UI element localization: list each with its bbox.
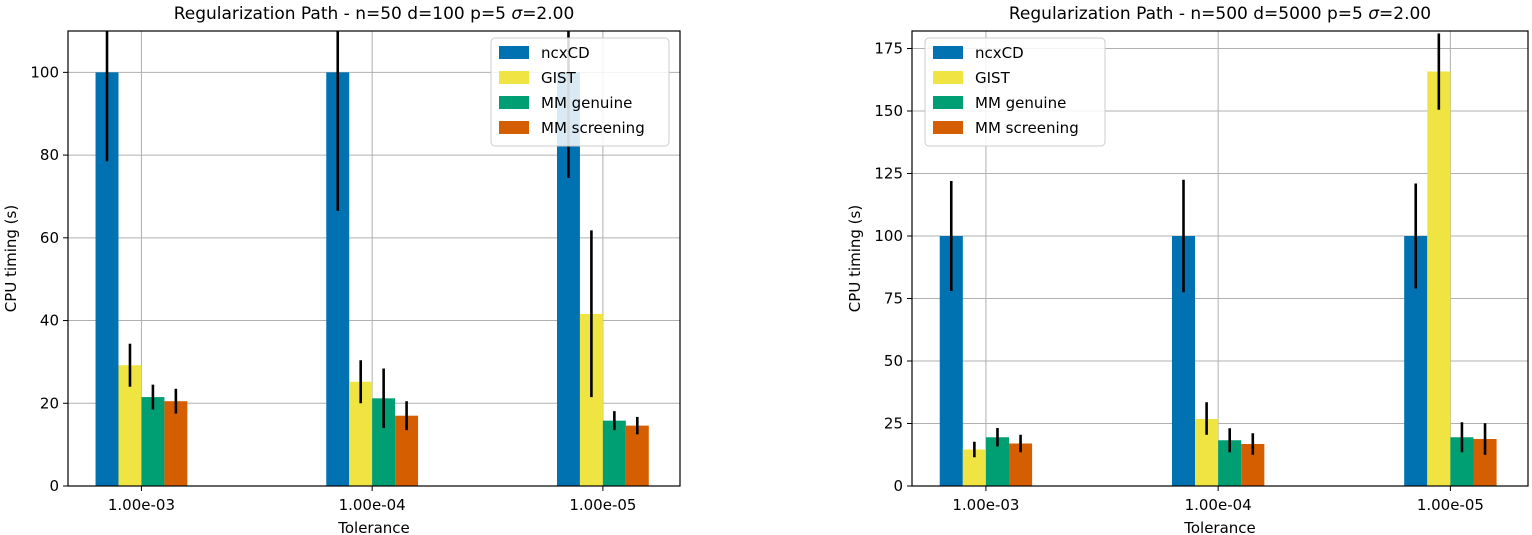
legend-label: MM screening [541,119,645,137]
y-axis-label: CPU timing (s) [846,205,864,312]
legend-swatch-mm-screening [933,121,963,134]
y-tick-label: 20 [40,394,59,412]
chart-panel-1: 0 20 40 60 80 100 1.00e-03 1.00e-04 1.00e-05 Tole… [2,4,681,535]
bar-ncxcd-1.00e-04 [1171,236,1196,486]
x-tick-label: 1.00e-05 [1417,496,1484,514]
bar-mm-genuine-1.00e-04 [1218,440,1242,486]
title-text: Regularization Path - n=50 d=100 p=5 [174,4,512,24]
y-tick-label: 175 [874,40,903,58]
title-text: Regularization Path - n=500 d=5000 p=5 [1009,4,1368,24]
plot-frame [67,30,681,487]
bar-mm-screening-1.00e-03 [164,401,188,486]
plot-frame [911,30,1529,487]
y-tick-label: 100 [874,227,903,245]
bar-gist-1.00e-05 [579,313,603,486]
legend-box [490,37,670,147]
x-tick-label: 1.00e-04 [339,496,406,514]
title-suffix: =2.00 [522,4,574,24]
x-axis-label: Tolerance [337,519,410,535]
legend: ncxCD GIST MM genuine MM screening [924,37,1106,147]
bar-mm-genuine-1.00e-05 [602,420,626,486]
legend-swatch-mm-genuine [499,96,529,109]
x-axis-label: Tolerance [1183,519,1256,535]
y-axis-label: CPU timing (s) [2,205,20,312]
bar-mm-genuine-1.00e-03 [985,437,1010,486]
legend-swatch-ncxcd [499,46,529,59]
bar-mm-genuine-1.00e-04 [372,398,396,486]
chart-title: Regularization Path - n=50 d=100 p=5 σ=2… [174,4,575,24]
legend-swatch-mm-screening [499,121,529,134]
legend-label: GIST [541,69,577,87]
y-tick-label: 75 [884,290,903,308]
legend-swatch-ncxcd [933,46,963,59]
legend-label: GIST [975,69,1011,87]
title-sigma: σ [1368,4,1380,24]
x-tick-label: 1.00e-05 [569,496,636,514]
legend-label: MM screening [975,119,1079,137]
y-tick-label: 60 [40,229,59,247]
bar-mm-screening-1.00e-05 [625,425,649,486]
bar-mm-screening-1.00e-04 [1241,444,1265,486]
bar-mm-screening-1.00e-03 [1009,443,1033,486]
bar-mm-screening-1.00e-05 [1473,439,1497,486]
bar-ncxcd-1.00e-05 [556,72,580,486]
bar-ncxcd-1.00e-03 [939,236,963,486]
legend-label: ncxCD [975,44,1024,62]
bar-ncxcd-1.00e-03 [95,72,119,486]
y-tick-label: 100 [30,63,59,81]
legend-swatch-gist [933,71,963,84]
legend-swatch-mm-genuine [933,96,963,109]
legend: ncxCD GIST MM genuine MM screening [490,37,670,147]
y-tick-label: 40 [40,312,59,330]
y-tick-label: 125 [874,165,903,183]
bar-mm-screening-1.00e-04 [395,415,419,486]
bar-mm-genuine-1.00e-03 [141,397,165,486]
bar-ncxcd-1.00e-04 [326,72,350,486]
y-tick-label: 25 [884,415,903,433]
bars [939,33,1497,486]
y-tick-label: 0 [49,477,59,495]
legend-box [924,37,1106,147]
y-tick-label: 80 [40,146,59,164]
chart-panel-2: 0 25 50 75 100 125 150 175 1.00e-03 1.00e-04 1.00e… [846,4,1529,535]
title-suffix: =2.00 [1379,4,1431,24]
bar-ncxcd-1.00e-05 [1404,236,1428,486]
y-tick-label: 150 [874,102,903,120]
x-tick-label: 1.00e-03 [108,496,175,514]
bar-gist-1.00e-04 [1195,419,1219,486]
bar-gist-1.00e-05 [1427,71,1451,486]
y-tick-label: 0 [893,477,903,495]
legend-label: ncxCD [541,44,590,62]
legend-swatch-gist [499,71,529,84]
bar-gist-1.00e-03 [118,365,142,486]
x-tick-label: 1.00e-04 [1185,496,1252,514]
legend-label: MM genuine [541,94,632,112]
bars [95,31,649,486]
y-tick-label: 50 [884,352,903,370]
bar-gist-1.00e-04 [349,381,373,486]
legend-label: MM genuine [975,94,1066,112]
bar-gist-1.00e-03 [962,449,986,486]
x-tick-label: 1.00e-03 [952,496,1019,514]
title-sigma: σ [511,4,523,24]
chart-title: Regularization Path - n=500 d=5000 p=5 σ… [1009,4,1431,24]
bar-mm-genuine-1.00e-05 [1450,437,1474,486]
